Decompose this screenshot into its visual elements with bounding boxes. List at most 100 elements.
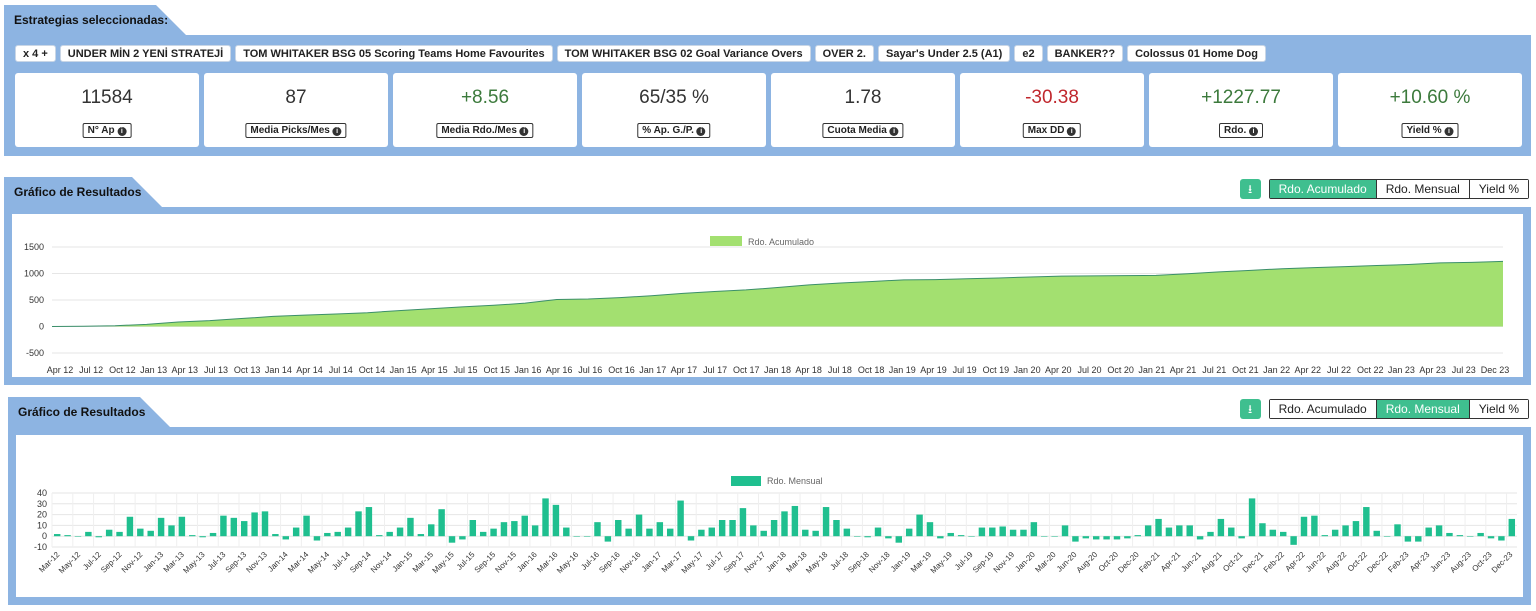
bar: [1207, 531, 1214, 537]
info-icon[interactable]: i: [1444, 127, 1454, 136]
x-tick-label: Apr 18: [795, 365, 822, 375]
x-tick-label: Sep-17: [722, 550, 747, 575]
stat-label[interactable]: N° Ap i: [82, 123, 132, 138]
x-tick-label: Oct 20: [1107, 365, 1134, 375]
x-tick-label: Jul 22: [1327, 365, 1351, 375]
x-tick-label: Aug-23: [1448, 550, 1473, 575]
stat-value: 65/35 %: [639, 87, 709, 108]
stat-value: 1.78: [844, 87, 882, 108]
bar: [251, 512, 258, 537]
stat-card-result: +1227.77 Rdo. i: [1149, 73, 1333, 147]
x-tick-label: Jan 20: [1014, 365, 1041, 375]
chart-mode-toggle: Rdo. Acumulado Rdo. Mensual Yield %: [1268, 179, 1529, 199]
x-tick-label: Apr 22: [1295, 365, 1322, 375]
info-icon[interactable]: i: [332, 127, 342, 136]
bar: [687, 536, 695, 541]
download-icon[interactable]: ⭳: [1239, 399, 1261, 419]
x-tick-label: May-17: [680, 550, 706, 576]
bar: [199, 536, 206, 538]
bar: [656, 522, 664, 537]
strategy-chip[interactable]: BANKER??: [1046, 45, 1124, 62]
stat-label[interactable]: % Ap. G./P. i: [637, 123, 711, 138]
stat-label-text: Yield %: [1406, 125, 1442, 136]
bar: [1487, 536, 1495, 539]
legend-swatch: [731, 476, 761, 486]
mode-cumulative-button[interactable]: Rdo. Acumulado: [1269, 180, 1376, 198]
stat-label[interactable]: Yield % i: [1401, 123, 1459, 138]
bar: [1498, 536, 1505, 541]
bar: [355, 511, 362, 537]
info-icon[interactable]: i: [889, 127, 899, 136]
bar: [313, 536, 321, 541]
mode-yield-button[interactable]: Yield %: [1468, 180, 1528, 198]
x-tick-label: Apr-23: [1408, 550, 1432, 574]
bar: [905, 528, 913, 537]
info-icon[interactable]: i: [1249, 127, 1258, 136]
monthly-chart: Rdo. Mensual403020100-10Mar-12May-12Jul-…: [34, 476, 1517, 576]
info-icon[interactable]: i: [519, 127, 529, 136]
stat-label[interactable]: Media Picks/Mes i: [245, 123, 347, 138]
mode-monthly-button[interactable]: Rdo. Mensual: [1375, 180, 1469, 198]
strategy-chip[interactable]: UNDER MİN 2 YENİ STRATEJİ: [59, 45, 232, 62]
stat-label[interactable]: Media Rdo./Mes i: [436, 123, 534, 138]
bar: [95, 536, 102, 538]
bar: [812, 530, 819, 537]
bar: [1446, 532, 1453, 537]
stat-value: +1227.77: [1201, 87, 1281, 108]
download-icon[interactable]: ⭳: [1239, 179, 1261, 199]
info-icon[interactable]: i: [1067, 127, 1077, 136]
strategy-chip[interactable]: TOM WHITAKER BSG 05 Scoring Teams Home F…: [235, 45, 553, 62]
x-tick-label: Nov-13: [244, 550, 269, 575]
bar: [854, 536, 861, 537]
chart-header: Gráfico de Resultados: [4, 177, 162, 207]
strategy-chip[interactable]: Sayar's Under 2.5 (A1): [877, 45, 1011, 62]
bar: [1415, 536, 1422, 542]
x-tick-label: Apr-22: [1283, 550, 1307, 574]
strategy-chip[interactable]: Colossus 01 Home Dog: [1127, 45, 1266, 62]
bar: [376, 535, 383, 537]
bar: [448, 536, 456, 543]
info-icon[interactable]: i: [696, 127, 706, 136]
stat-label[interactable]: Max DD i: [1022, 123, 1082, 138]
stat-card-max-dd: -30.38 Max DD i: [960, 73, 1144, 147]
chart-toolbar: ⭳ Rdo. Acumulado Rdo. Mensual Yield %: [1239, 399, 1529, 419]
x-tick-label: Apr 16: [546, 365, 573, 375]
strategy-chip[interactable]: TOM WHITAKER BSG 02 Goal Variance Overs: [556, 45, 811, 62]
bar: [511, 521, 518, 537]
bar: [64, 535, 71, 537]
mode-cumulative-button[interactable]: Rdo. Acumulado: [1269, 400, 1376, 418]
strategy-chip[interactable]: x 4 +: [15, 45, 56, 62]
chart-panel: Rdo. Acumulado 1500 1000 500 0 -500 Apr 12 Jul …: [4, 207, 1531, 385]
bar: [417, 534, 425, 537]
bar: [760, 530, 767, 537]
bar: [1300, 516, 1308, 537]
x-tick-label: Jan-15: [391, 550, 415, 574]
info-icon[interactable]: i: [117, 127, 127, 136]
x-tick-label: Apr 19: [920, 365, 947, 375]
chart-mode-toggle: Rdo. Acumulado Rdo. Mensual Yield %: [1268, 399, 1529, 419]
y-tick-label: 0: [42, 531, 47, 541]
bar: [168, 525, 175, 537]
x-tick-label: Jan-18: [764, 550, 788, 574]
x-tick-label: Jan 23: [1388, 365, 1415, 375]
bar: [303, 515, 310, 537]
mode-yield-button[interactable]: Yield %: [1468, 400, 1528, 418]
x-tick-label: May-18: [804, 550, 830, 576]
bar: [1467, 536, 1474, 537]
x-tick-label: Jul 14: [329, 365, 353, 375]
bar: [666, 528, 674, 537]
mode-monthly-button[interactable]: Rdo. Mensual: [1375, 400, 1469, 418]
bar: [926, 522, 934, 537]
bar: [1051, 536, 1058, 537]
stat-label[interactable]: Rdo. i: [1219, 123, 1263, 138]
strategy-chip[interactable]: OVER 2.: [814, 45, 874, 62]
y-tick-label: 30: [37, 499, 47, 509]
strategy-chip[interactable]: e2: [1014, 45, 1043, 62]
bar: [1217, 518, 1225, 537]
stat-label[interactable]: Cuota Media i: [822, 123, 904, 138]
bar: [1456, 535, 1464, 537]
x-tick-label: Jan 18: [764, 365, 791, 375]
bar: [521, 515, 528, 537]
x-tick-label: Oct 22: [1357, 365, 1384, 375]
